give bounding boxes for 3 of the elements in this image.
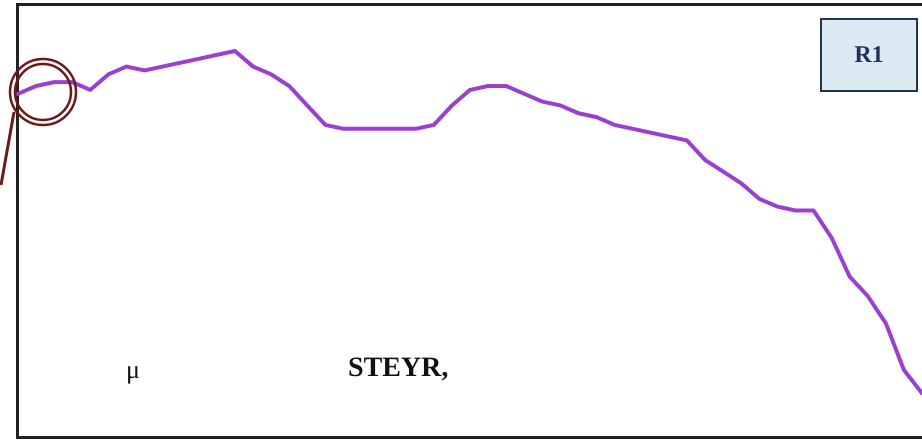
annotation: R1	[820, 18, 918, 92]
annotation: μ	[126, 355, 140, 385]
annotation: STEYR,	[348, 352, 448, 384]
